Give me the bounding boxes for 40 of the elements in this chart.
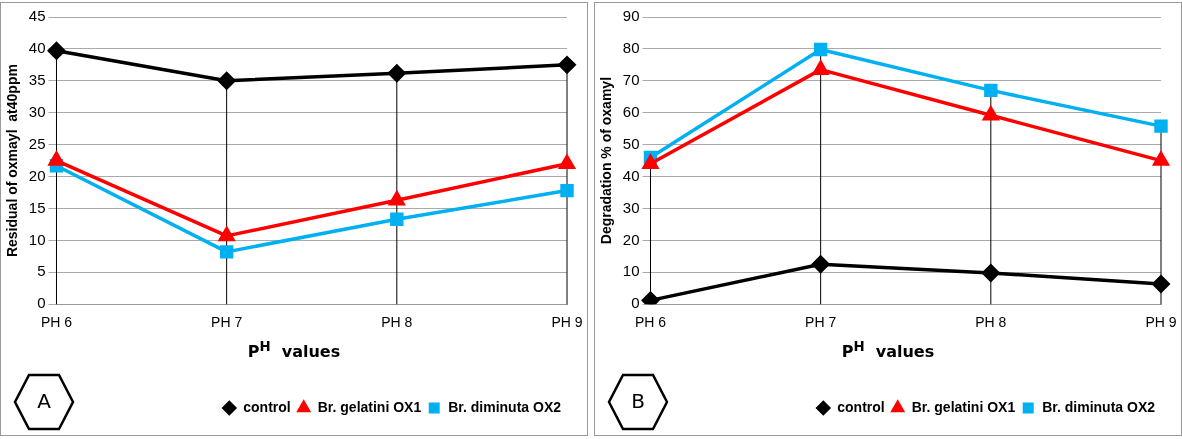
- x-tick-label: PH 9: [551, 314, 583, 331]
- y-tick-label: 50: [622, 134, 640, 152]
- y-tick-label: 10: [28, 230, 46, 248]
- y-tick-label: 80: [622, 39, 640, 57]
- legend-label: Br. gelatini OX1: [911, 398, 1016, 415]
- x-axis-title: P$^{H}$ values: [840, 339, 936, 362]
- legend-label: Br. gelatini OX1: [317, 398, 422, 415]
- y-tick-label: 5: [37, 262, 46, 280]
- text: A: [36, 389, 52, 413]
- y-tick-label: 25: [28, 134, 46, 152]
- y-tick-label: 0: [37, 294, 46, 312]
- x-tick-label: PH 7: [805, 314, 837, 331]
- y-tick-label: 10: [622, 262, 640, 280]
- legend-label: control: [243, 398, 291, 415]
- y-tick-label: 60: [622, 102, 640, 120]
- y-tick-label: 45: [28, 7, 46, 25]
- x-tick-label: PH 9: [1145, 314, 1177, 331]
- y-tick-label: 35: [28, 70, 46, 88]
- y-tick-label: 40: [28, 39, 46, 57]
- y-axis-title: Degradation % of oxamyl: [598, 76, 615, 245]
- x-tick-label: PH 6: [40, 314, 73, 331]
- y-tick-label: 30: [28, 102, 46, 120]
- x-tick-label: PH 8: [975, 314, 1007, 331]
- y-axis-title: Residual of oxmayl at40ppm: [4, 64, 21, 258]
- legend-label: Br. diminuta OX2: [1042, 398, 1156, 415]
- text: B: [630, 389, 646, 413]
- y-tick-label: 0: [631, 294, 640, 312]
- x-tick-label: PH 6: [634, 314, 667, 331]
- y-tick-label: 70: [622, 70, 640, 88]
- x-tick-label: PH 7: [211, 314, 243, 331]
- x-tick-label: PH 8: [381, 314, 413, 331]
- y-tick-label: 40: [622, 166, 640, 184]
- legend-label: Br. diminuta OX2: [448, 398, 562, 415]
- y-tick-label: 20: [28, 166, 46, 184]
- x-axis-title: P$^{H}$ values: [246, 339, 342, 362]
- legend-label: control: [837, 398, 885, 415]
- y-tick-label: 30: [622, 198, 640, 216]
- y-tick-label: 20: [622, 230, 640, 248]
- y-tick-label: 90: [622, 7, 640, 25]
- y-tick-label: 15: [28, 198, 46, 216]
